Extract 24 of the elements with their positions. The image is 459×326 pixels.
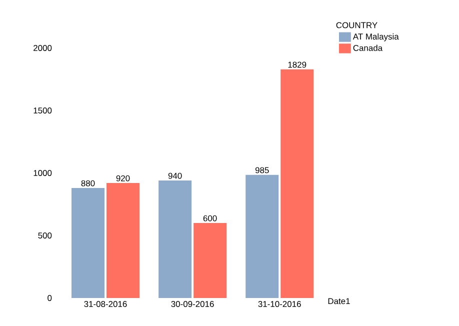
data-label: 880 xyxy=(81,180,95,186)
bar xyxy=(280,69,314,298)
data-label: 985 xyxy=(255,167,269,174)
y-tick-label: 2000 xyxy=(34,45,52,51)
y-tick-label: 1500 xyxy=(34,108,52,114)
bar xyxy=(246,174,279,298)
y-tick-label: 1000 xyxy=(34,170,52,176)
data-label: 920 xyxy=(116,175,130,182)
bar xyxy=(106,182,140,298)
y-tick-label: 0 xyxy=(48,295,52,301)
x-tick-label: 31-08-2016 xyxy=(84,301,127,308)
data-label: 600 xyxy=(203,215,217,222)
bar xyxy=(194,223,227,298)
legend-label: Canada xyxy=(353,44,383,51)
data-label: 1829 xyxy=(288,62,306,68)
y-tick-label: 500 xyxy=(38,232,52,238)
bar xyxy=(158,180,192,298)
x-tick-label: 31-10-2016 xyxy=(258,301,301,308)
legend-label: AT Malaysia xyxy=(352,33,399,42)
legend-title: COUNTRY xyxy=(336,22,378,28)
x-tick-label: 30-09-2016 xyxy=(171,301,214,308)
x-axis-title: Date1 xyxy=(328,298,350,304)
data-label: 940 xyxy=(168,172,182,179)
bar xyxy=(71,188,104,298)
